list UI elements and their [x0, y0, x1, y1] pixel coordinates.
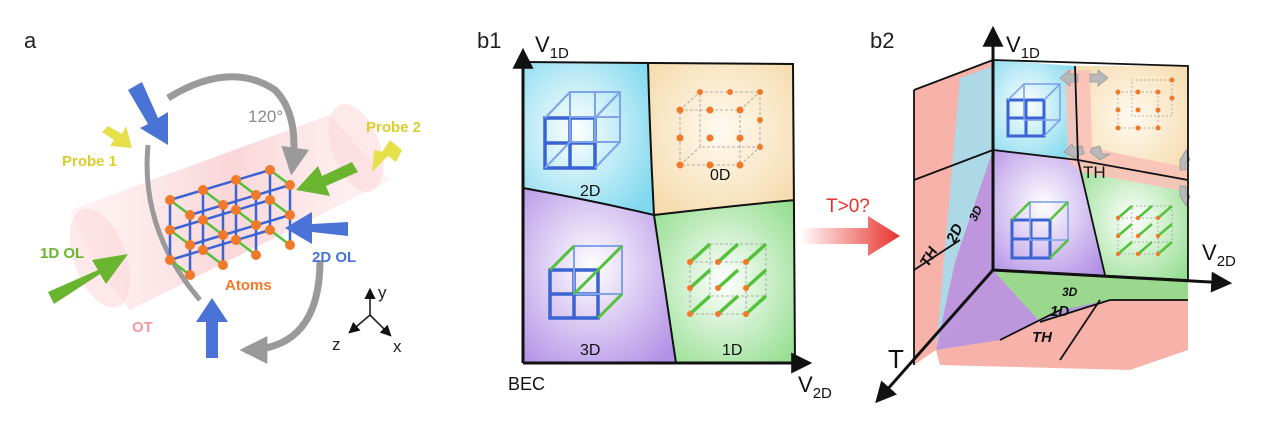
b2-axes [875, 25, 1233, 404]
bottom-face-th-label: TH [1032, 329, 1053, 346]
rotation-arrow-left [144, 144, 202, 302]
origin-label: BEC [508, 374, 545, 394]
left-face-3d-label: 3D [966, 203, 985, 223]
rotation-arrow-lower [239, 259, 324, 364]
ol-1d-label: 1D OL [40, 245, 84, 262]
bottom-face-3d-region [936, 270, 1110, 350]
lattice-3d-illustration [548, 244, 624, 320]
b2-lattice-3d [1010, 201, 1069, 260]
b1-x-axis-label: V2D [798, 372, 832, 402]
blue-beam-2d-ol [285, 212, 348, 244]
b2-x-axis-label: V2D [1202, 240, 1236, 270]
axis-x-label: x [393, 337, 402, 356]
coordinate-axes [348, 287, 392, 337]
bottom-face-3d-label: 3D [1062, 285, 1078, 299]
green-beam-1d-ol [48, 254, 128, 304]
lattice-2d-illustration [543, 91, 621, 170]
b2-lattice-2d [1006, 83, 1061, 138]
region-1d-label: 1D [722, 342, 742, 359]
axis-z-label: z [332, 335, 341, 354]
angle-label: 120° [248, 107, 283, 126]
bottom-face-1d-region [993, 270, 1188, 322]
th-label: TH [1083, 163, 1106, 182]
th-band [1065, 70, 1188, 192]
transition-arrow [800, 216, 900, 256]
probe-2-label: Probe 2 [366, 119, 421, 136]
b2-y-axis-label: V1D [1006, 32, 1040, 62]
panel-letter-b2: b2 [870, 28, 894, 53]
b1-axes [512, 47, 813, 374]
region-3d-label: 3D [580, 342, 600, 359]
front-region-3d [993, 150, 1105, 275]
blue-beam-bottom [196, 298, 228, 358]
ol-2d-label: 2D OL [312, 249, 356, 266]
region-0d [648, 62, 795, 215]
bottom-face-1d-label: 1D [1050, 303, 1069, 320]
lattice-1d-illustration [687, 242, 768, 317]
phase-boundaries [522, 61, 796, 364]
left-face-3d-region [936, 150, 993, 350]
green-beam-right [296, 162, 358, 196]
region-0d-label: 0D [710, 167, 730, 184]
probe-1-arrow [102, 126, 132, 148]
lattice-0d-illustration [676, 89, 763, 169]
panel-letter-b1: b1 [477, 28, 501, 53]
b2-lattice-0d [1115, 77, 1175, 131]
panel-b2: b2 TH [870, 25, 1236, 404]
left-face-2d-region [936, 66, 993, 350]
atoms-label: Atoms [225, 277, 272, 294]
rotation-arrow-upper [166, 73, 310, 176]
panel-b1: b1 V1D V2D BEC 2D 0D 3D 1D [477, 28, 832, 402]
probe-1-label: Probe 1 [62, 153, 117, 170]
t-axis-label: T [888, 344, 904, 374]
atom-lattice [165, 165, 295, 280]
transition-label: T>0? [826, 196, 870, 217]
front-region-1d [1078, 160, 1188, 280]
blue-beam-top [128, 82, 168, 145]
panel-a: a OT 120° [24, 28, 421, 364]
ot-label: OT [132, 319, 153, 336]
region-2d [523, 62, 654, 215]
region-2d-label: 2D [580, 183, 600, 200]
b2-lattice-1d [1115, 205, 1173, 257]
axis-y-label: y [378, 283, 387, 302]
probe-2-arrow [372, 140, 402, 172]
panel-letter-a: a [24, 28, 37, 53]
b1-y-axis-label: V1D [535, 32, 569, 62]
